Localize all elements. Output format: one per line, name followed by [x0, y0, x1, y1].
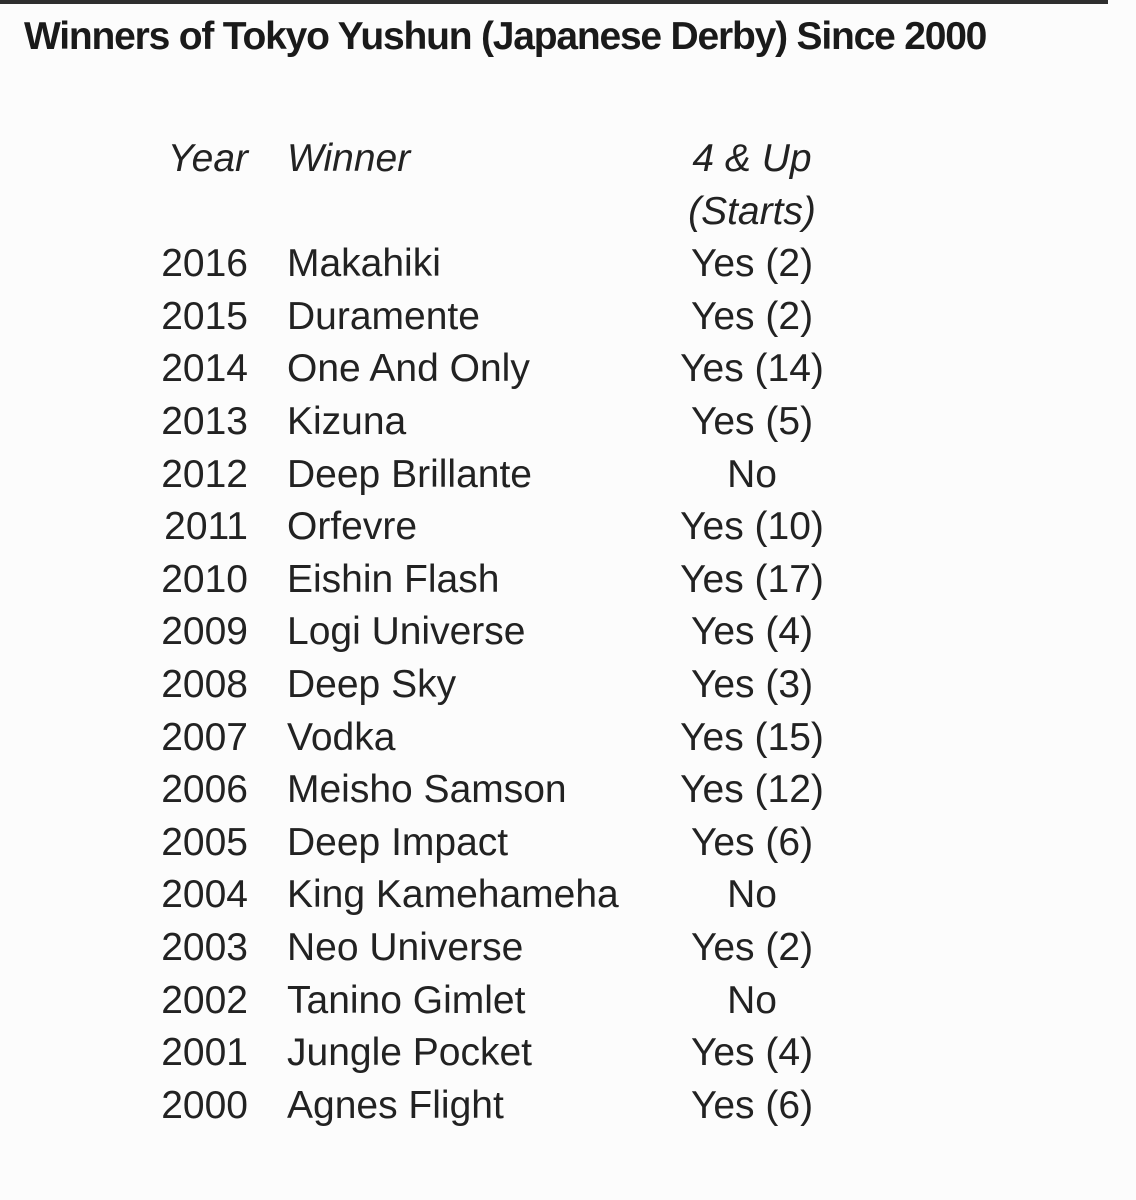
winner-cell: Meisho Samson [287, 768, 567, 812]
year-cell: 2006 [161, 768, 248, 812]
table-row: 2009 Logi Universe Yes (4) [0, 606, 1136, 659]
starts-cell: No [727, 452, 777, 496]
header-starts-line1: 4 & Up [692, 137, 812, 180]
table-row: 2005 Deep Impact Yes (6) [0, 817, 1136, 870]
year-cell: 2014 [161, 347, 248, 391]
table-row: 2014 One And Only Yes (14) [0, 343, 1136, 396]
starts-cell: Yes (6) [690, 1083, 814, 1127]
table-row: 2002 Tanino Gimlet No [0, 975, 1136, 1028]
table-body: 2016 Makahiki Yes (2) 2015 Duramente Yes… [0, 238, 1136, 1132]
year-cell: 2013 [161, 399, 248, 443]
table-row: 2001 Jungle Pocket Yes (4) [0, 1027, 1136, 1080]
starts-cell: Yes (15) [680, 715, 824, 759]
starts-cell: Yes (4) [690, 610, 814, 654]
winner-cell: Agnes Flight [287, 1083, 504, 1127]
year-cell: 2000 [161, 1083, 248, 1127]
table-row: 2016 Makahiki Yes (2) [0, 238, 1136, 291]
winner-cell: Kizuna [287, 399, 407, 443]
winner-cell: Jungle Pocket [287, 1031, 532, 1075]
winner-cell: Logi Universe [287, 610, 526, 654]
year-cell: 2007 [161, 715, 248, 759]
year-cell: 2016 [161, 242, 248, 286]
winner-cell: Deep Impact [287, 820, 509, 864]
year-cell: 2009 [161, 610, 248, 654]
winner-cell: Duramente [287, 294, 480, 338]
page-title: Winners of Tokyo Yushun (Japanese Derby)… [24, 15, 987, 58]
header-year: Year [167, 137, 248, 180]
winner-cell: Neo Universe [287, 925, 524, 969]
winner-cell: One And Only [287, 347, 530, 391]
starts-cell: Yes (5) [690, 399, 814, 443]
table-header-row: Year Winner 4 & Up (Starts) [0, 133, 1136, 238]
year-cell: 2002 [161, 978, 248, 1022]
starts-cell: Yes (14) [680, 347, 824, 391]
winner-cell: Makahiki [287, 242, 441, 286]
starts-cell: Yes (2) [690, 242, 814, 286]
year-cell: 2001 [161, 1031, 248, 1075]
year-cell: 2010 [161, 557, 248, 601]
winner-cell: Orfevre [287, 505, 418, 549]
header-starts-line2: (Starts) [688, 189, 816, 233]
table-row: 2015 Duramente Yes (2) [0, 291, 1136, 344]
table-row: 2013 Kizuna Yes (5) [0, 396, 1136, 449]
starts-cell: No [727, 873, 777, 917]
table-row: 2003 Neo Universe Yes (2) [0, 922, 1136, 975]
table-row: 2010 Eishin Flash Yes (17) [0, 554, 1136, 607]
winner-cell: Eishin Flash [287, 557, 500, 601]
starts-cell: Yes (2) [690, 294, 814, 338]
header-winner: Winner [287, 137, 411, 180]
starts-cell: Yes (3) [690, 662, 814, 706]
starts-cell: No [727, 978, 777, 1022]
starts-cell: Yes (10) [680, 505, 824, 549]
winner-cell: Tanino Gimlet [287, 978, 526, 1022]
header-starts: 4 & Up (Starts) [622, 133, 882, 238]
winner-cell: Deep Brillante [287, 452, 532, 496]
winner-cell: Deep Sky [287, 662, 457, 706]
winners-table: Year Winner 4 & Up (Starts) 2016 Makahik… [0, 133, 1136, 1132]
scan-artifact-line [0, 0, 1108, 4]
year-cell: 2015 [161, 294, 248, 338]
starts-cell: Yes (4) [690, 1031, 814, 1075]
starts-cell: Yes (17) [680, 557, 824, 601]
table-row: 2008 Deep Sky Yes (3) [0, 659, 1136, 712]
year-cell: 2008 [161, 662, 248, 706]
winner-cell: King Kamehameha [287, 873, 619, 917]
year-cell: 2012 [161, 452, 248, 496]
year-cell: 2004 [161, 873, 248, 917]
winner-cell: Vodka [287, 715, 396, 759]
starts-cell: Yes (6) [690, 820, 814, 864]
table-row: 2004 King Kamehameha No [0, 869, 1136, 922]
starts-cell: Yes (12) [680, 768, 824, 812]
table-row: 2011 Orfevre Yes (10) [0, 501, 1136, 554]
table-row: 2000 Agnes Flight Yes (6) [0, 1080, 1136, 1133]
table-row: 2006 Meisho Samson Yes (12) [0, 764, 1136, 817]
year-cell: 2005 [161, 820, 248, 864]
year-cell: 2003 [161, 925, 248, 969]
year-cell: 2011 [164, 505, 248, 549]
table-row: 2012 Deep Brillante No [0, 449, 1136, 502]
starts-cell: Yes (2) [690, 925, 814, 969]
table-row: 2007 Vodka Yes (15) [0, 712, 1136, 765]
